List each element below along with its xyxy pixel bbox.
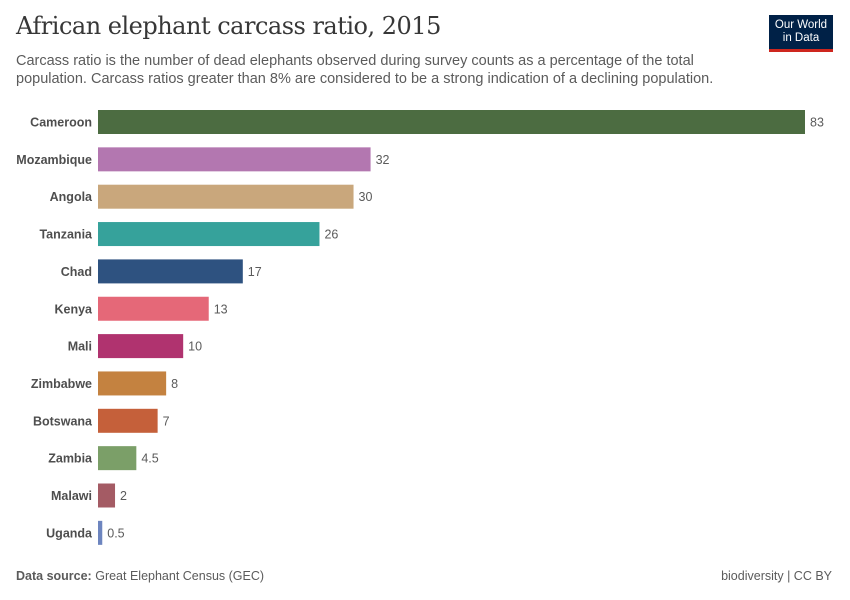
bar[interactable]	[98, 446, 137, 471]
value-label: 13	[214, 302, 228, 316]
bar[interactable]	[98, 334, 184, 359]
category-label: Uganda	[46, 526, 93, 540]
owid-logo[interactable]: Our World in Data	[769, 15, 833, 52]
value-label: 32	[376, 153, 390, 167]
category-label: Malawi	[51, 489, 92, 503]
chart-title: African elephant carcass ratio, 2015	[16, 12, 441, 40]
category-label: Botswana	[33, 414, 93, 428]
data-source-link[interactable]: Great Elephant Census (GEC)	[95, 569, 265, 583]
bar[interactable]	[98, 296, 209, 321]
value-label: 8	[171, 377, 178, 391]
bar[interactable]	[98, 371, 167, 396]
logo-line-2: in Data	[782, 32, 820, 44]
bar[interactable]	[98, 184, 354, 209]
category-label: Kenya	[54, 302, 93, 316]
category-label: Zambia	[48, 452, 93, 466]
category-label: Zimbabwe	[31, 377, 92, 391]
category-label: Mali	[68, 340, 92, 354]
data-source-label: Data source:	[16, 569, 92, 583]
bar[interactable]	[98, 147, 371, 172]
chart-subtitle: Carcass ratio is the number of dead elep…	[16, 53, 714, 87]
value-label: 17	[248, 265, 262, 279]
value-label: 4.5	[141, 452, 158, 466]
category-label: Tanzania	[39, 228, 93, 242]
category-label: Mozambique	[16, 153, 92, 167]
bar[interactable]	[98, 259, 243, 284]
bar-chart: Cameroon 83 Mozambique 32 Angola 30 Tanzania 26…	[16, 110, 824, 545]
logo-line-1: Our World	[774, 19, 828, 31]
category-label: Cameroon	[30, 116, 92, 130]
bar[interactable]	[98, 110, 805, 134]
category-label: Angola	[50, 190, 93, 204]
value-label: 83	[810, 116, 824, 130]
data-source: Data source: Great Elephant Census (GEC)	[16, 569, 264, 583]
bar[interactable]	[98, 408, 158, 433]
category-label: Chad	[61, 265, 92, 279]
footer-license[interactable]: biodiversity | CC BY	[721, 569, 832, 583]
value-label: 2	[120, 489, 127, 503]
value-label: 26	[324, 228, 338, 242]
bar[interactable]	[98, 222, 320, 247]
value-label: 30	[359, 190, 373, 204]
value-label: 0.5	[107, 526, 124, 540]
value-label: 10	[188, 340, 202, 354]
value-label: 7	[163, 414, 170, 428]
bar[interactable]	[98, 483, 116, 508]
bar[interactable]	[98, 520, 103, 545]
